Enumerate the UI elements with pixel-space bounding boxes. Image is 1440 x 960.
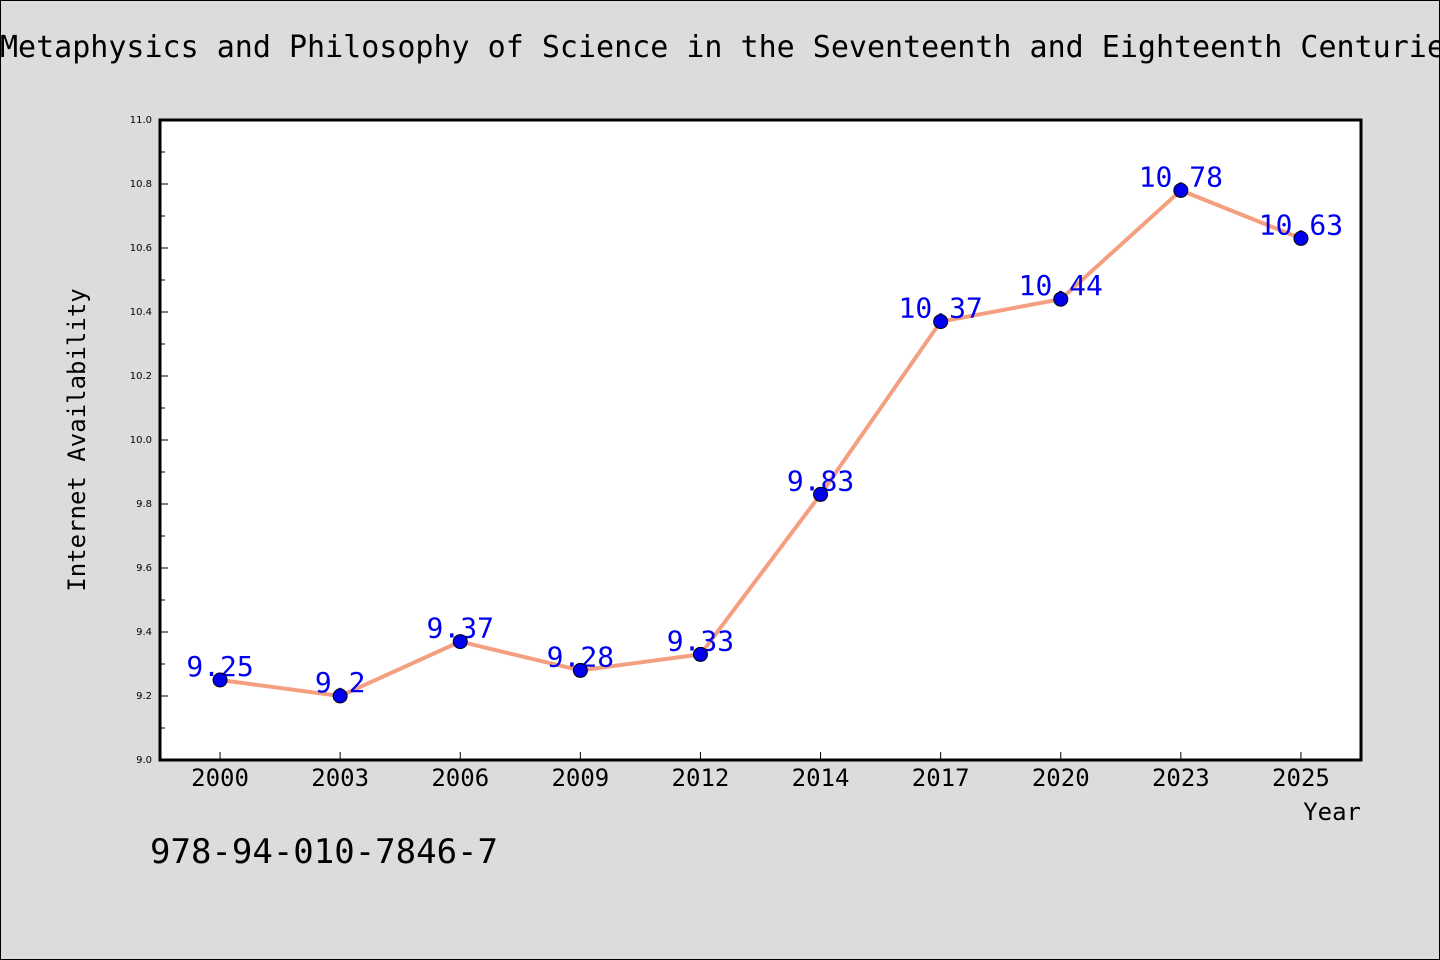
- y-tick-label: 10.6: [130, 243, 152, 254]
- data-point: [1054, 292, 1068, 306]
- y-tick-label: 9.6: [136, 563, 152, 574]
- x-tick-label: 2017: [912, 764, 970, 792]
- y-tick-label: 9.8: [136, 499, 152, 510]
- plot-area: [160, 120, 1361, 760]
- y-tick-label: 9.0: [136, 755, 152, 766]
- y-tick-label: 10.2: [130, 371, 152, 382]
- data-point: [1174, 183, 1188, 197]
- x-tick-label: 2012: [672, 764, 730, 792]
- y-tick-label: 9.4: [136, 627, 152, 638]
- x-tick-label: 2000: [191, 764, 249, 792]
- y-tick-label: 10.8: [130, 179, 152, 190]
- data-point: [213, 673, 227, 687]
- x-tick-label: 2025: [1272, 764, 1330, 792]
- data-point: [693, 647, 707, 661]
- x-tick-label: 2003: [311, 764, 369, 792]
- x-tick-label: 2023: [1152, 764, 1210, 792]
- y-tick-label: 9.2: [136, 691, 152, 702]
- y-tick-label: 10.4: [130, 307, 152, 318]
- y-tick-label: 11.0: [130, 115, 152, 126]
- y-axis-label: Internet Availability: [63, 288, 91, 591]
- x-tick-label: 2014: [792, 764, 850, 792]
- x-tick-label: 2020: [1032, 764, 1090, 792]
- x-tick-label: 2006: [431, 764, 489, 792]
- data-point: [573, 663, 587, 677]
- isbn-text: 978-94-010-7846-7: [150, 832, 498, 872]
- x-axis-label: Year: [1303, 798, 1361, 826]
- data-point: [1294, 231, 1308, 245]
- data-point: [934, 315, 948, 329]
- y-tick-label: 10.0: [130, 435, 152, 446]
- x-tick-label: 2009: [551, 764, 609, 792]
- data-point: [333, 689, 347, 703]
- data-point: [453, 635, 467, 649]
- data-point: [814, 487, 828, 501]
